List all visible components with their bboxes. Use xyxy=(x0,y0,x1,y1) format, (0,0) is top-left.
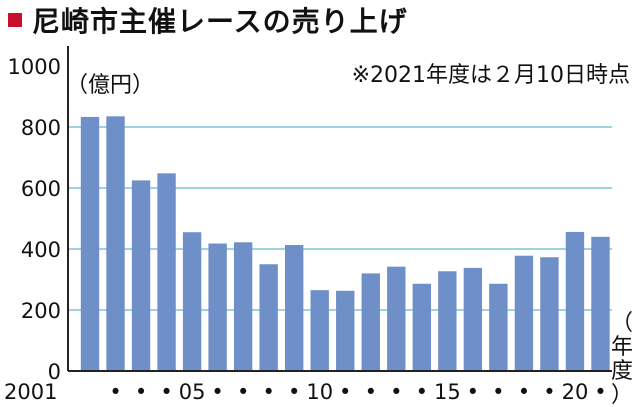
x-axis-label: （年度） xyxy=(611,311,633,407)
bar-2014 xyxy=(412,283,431,371)
x-tick-label: 20 xyxy=(562,380,589,404)
y-tick-label: 0 xyxy=(48,360,61,384)
y-axis-label: （億円） xyxy=(66,73,154,98)
y-tick-label: 600 xyxy=(21,177,61,201)
x-tick-label: • xyxy=(160,380,172,404)
bars xyxy=(80,116,610,371)
x-tick-label: 10 xyxy=(306,380,333,404)
bar-2004 xyxy=(157,173,176,371)
y-tick-label: 200 xyxy=(21,299,61,323)
bar-2002 xyxy=(106,116,125,371)
x-tick-label: • xyxy=(211,380,223,404)
bar-2018 xyxy=(514,255,534,371)
y-tick-label: 400 xyxy=(21,238,61,262)
bar-2012 xyxy=(361,273,380,371)
x-tick-label: • xyxy=(109,380,121,404)
x-tick-label: • xyxy=(492,380,504,404)
bar-2003 xyxy=(131,180,151,371)
bar-2015 xyxy=(438,271,457,371)
bar-2017 xyxy=(489,283,508,371)
x-tick-labels: 2001 • • • 05 • • • • 10 • • • • 15 • • • • 20 • xyxy=(4,380,607,404)
x-tick-label: • xyxy=(594,380,606,404)
bar-2008 xyxy=(259,264,278,371)
bar-2020 xyxy=(565,231,585,371)
y-tick-label: 800 xyxy=(21,116,61,140)
x-tick-label: • xyxy=(390,380,402,404)
x-tick-label: • xyxy=(518,380,530,404)
x-tick-label: • xyxy=(288,380,300,404)
bar-2006 xyxy=(208,243,227,371)
x-tick-label: 15 xyxy=(434,380,461,404)
x-tick-label: 2001 xyxy=(4,380,57,404)
bar-2011 xyxy=(336,290,355,371)
x-tick-label: • xyxy=(135,380,147,404)
chart-note: ※2021年度は２月10日時点 xyxy=(352,63,630,88)
bar-2010 xyxy=(310,290,329,371)
axes xyxy=(67,46,612,372)
x-tick-label: • xyxy=(262,380,274,404)
bar-2021 xyxy=(591,236,610,371)
bar-2013 xyxy=(387,266,406,371)
x-tick-label: • xyxy=(416,380,428,404)
x-tick-label: • xyxy=(365,380,377,404)
bar-2009 xyxy=(285,245,304,371)
x-tick-label: • xyxy=(543,380,555,404)
x-tick-label: • xyxy=(237,380,249,404)
bar-2007 xyxy=(233,242,253,371)
bar-2016 xyxy=(463,267,483,371)
bar-2019 xyxy=(540,257,559,371)
bar-2005 xyxy=(182,232,202,371)
title-square-icon xyxy=(8,13,22,27)
x-tick-label: • xyxy=(339,380,351,404)
bar-2001 xyxy=(80,116,100,371)
chart-title-bar: 尼崎市主催レースの売り上げ xyxy=(8,2,408,38)
chart-title: 尼崎市主催レースの売り上げ xyxy=(32,5,408,38)
y-tick-label: 1000 xyxy=(8,55,61,79)
x-tick-label: • xyxy=(467,380,479,404)
x-tick-label: 05 xyxy=(179,380,206,404)
y-tick-labels: 0 200 400 600 800 1000 xyxy=(8,55,61,384)
